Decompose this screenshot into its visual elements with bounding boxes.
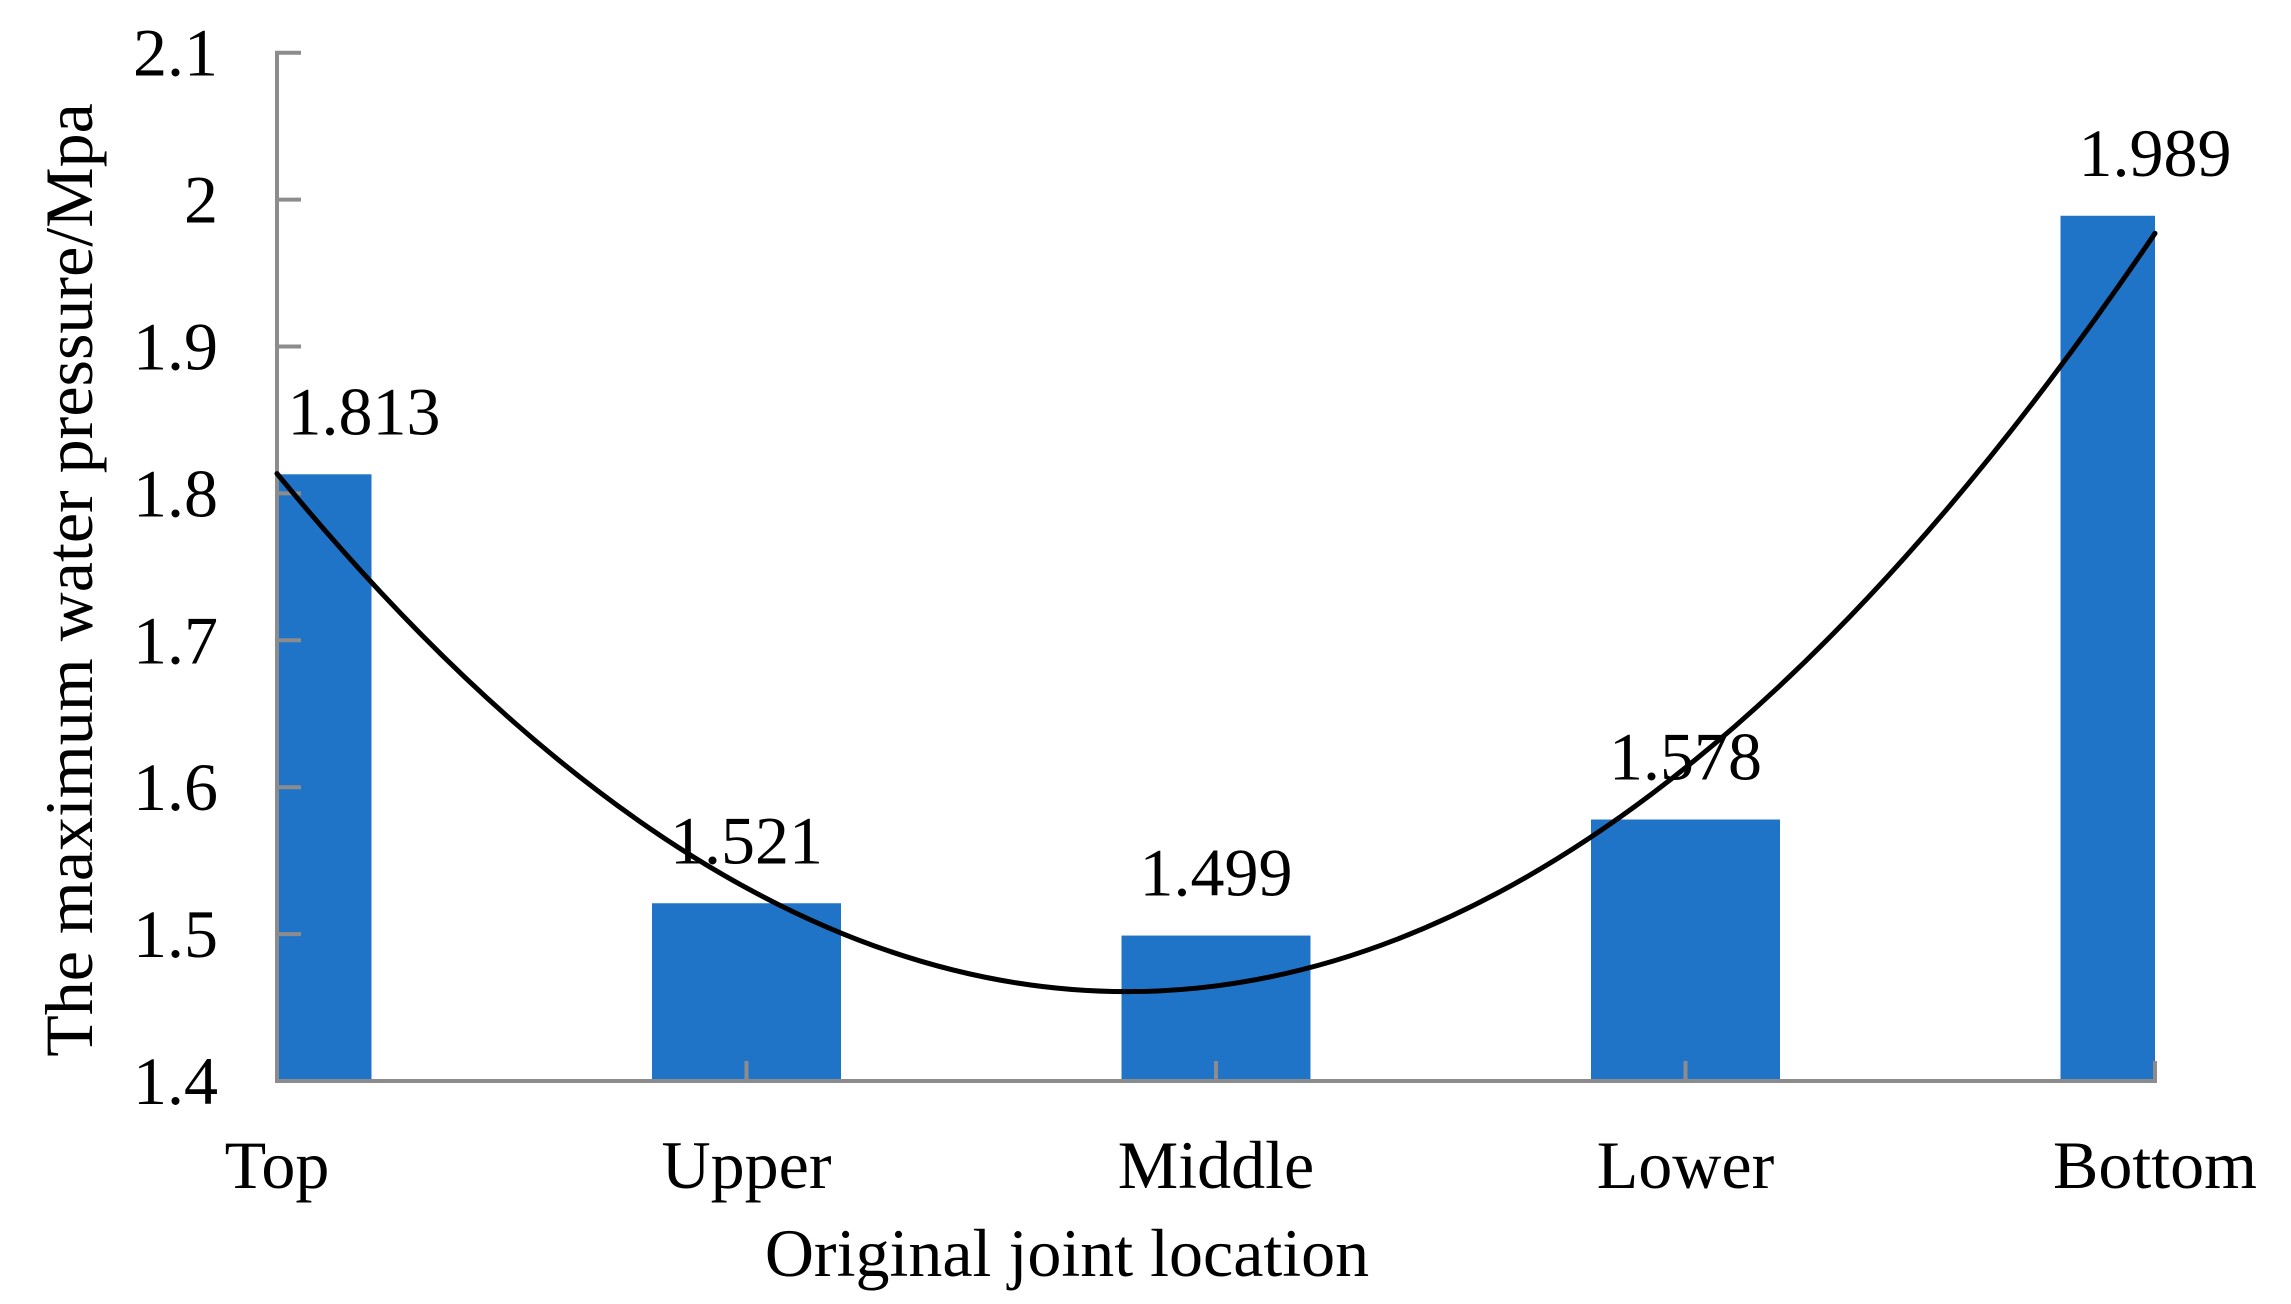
y-tick-label: 1.8 (133, 455, 218, 531)
bar (652, 903, 841, 1081)
y-axis-title: The maximum water pressure/Mpa (31, 103, 107, 1057)
data-label: 1.813 (288, 373, 441, 449)
x-axis-title: Original joint location (764, 1215, 1370, 1291)
y-tick-label: 1.7 (133, 602, 218, 678)
trendline-curve (274, 230, 2158, 995)
x-tick-label: Top (225, 1127, 330, 1203)
bar (1121, 935, 1311, 1081)
x-tick-label: Lower (1597, 1127, 1775, 1203)
x-tick-label: Upper (662, 1127, 832, 1203)
x-tick-label: Bottom (2053, 1127, 2257, 1203)
data-label: 1.499 (1140, 835, 1293, 911)
bar (279, 474, 372, 1082)
y-tick-label: 2.1 (133, 15, 218, 91)
y-tick-label: 2 (184, 162, 218, 238)
bar (1591, 819, 1780, 1081)
y-tick-label: 1.9 (133, 309, 218, 385)
bar (2060, 215, 2155, 1081)
y-tick-label: 1.4 (133, 1043, 218, 1119)
y-tick-label: 1.5 (133, 896, 218, 972)
x-tick-label: Middle (1118, 1127, 1314, 1203)
data-label: 1.521 (670, 802, 823, 878)
y-tick-label: 1.6 (133, 749, 218, 825)
data-label: 1.578 (1609, 719, 1762, 795)
data-label: 1.989 (2079, 115, 2232, 191)
